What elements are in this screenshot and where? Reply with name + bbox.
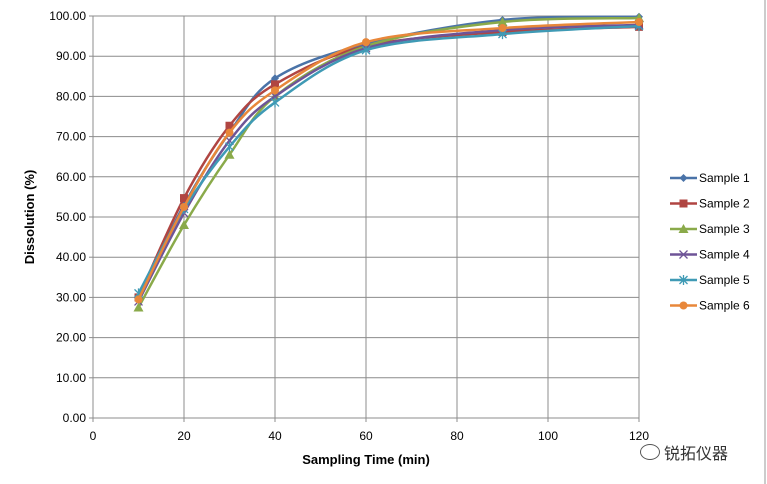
data-point: [224, 149, 235, 159]
y-tick-label: 10.00: [56, 371, 86, 385]
data-point: [225, 121, 234, 130]
y-tick-label: 30.00: [56, 290, 86, 304]
y-tick-label: 90.00: [56, 49, 86, 63]
series-line: [137, 20, 640, 300]
y-tick-label: 70.00: [56, 130, 86, 144]
watermark: 锐拓仪器: [640, 440, 728, 464]
data-point: [180, 202, 188, 211]
legend-marker: [679, 275, 688, 285]
x-tick-labels: 0 20 40 60 80 100 120: [90, 429, 650, 443]
x-tick-label: 40: [268, 429, 282, 443]
legend-label: Sample 5: [699, 273, 750, 287]
y-axis-title: Dissolution (%): [22, 170, 37, 265]
x-tick-label: 0: [90, 429, 97, 443]
legend-item: Sample 6: [670, 299, 750, 313]
y-tick-labels: 0.00 10.00 20.00 30.00 40.00 50.00 60.00 70.00 8…: [49, 9, 86, 425]
data-point: [180, 194, 188, 203]
y-tick-label: 80.00: [56, 89, 86, 103]
legend-marker: [678, 224, 689, 233]
data-point: [179, 220, 189, 230]
data-point: [497, 17, 508, 27]
x-tick-label: 20: [177, 429, 191, 443]
x-tick-label: 60: [359, 429, 373, 443]
series-lines: [133, 12, 644, 312]
data-point: [133, 302, 144, 312]
legend-marker: [679, 174, 688, 182]
legend-label: Sample 4: [699, 248, 750, 262]
legend-item: Sample 2: [670, 197, 750, 211]
legend-item: Sample 3: [670, 222, 750, 236]
legend-marker: [679, 199, 688, 208]
legend-label: Sample 3: [699, 222, 750, 236]
y-tick-label: 50.00: [56, 210, 86, 224]
x-tick-label: 120: [629, 429, 649, 443]
data-point: [271, 74, 279, 83]
y-tick-label: 100.00: [49, 9, 86, 23]
y-tick-label: 0.00: [63, 411, 87, 425]
legend: Sample 1 Sample 2 Sample 3 Sample 4 Sample 5…: [670, 171, 750, 313]
data-point: [270, 97, 280, 108]
legend-marker: [679, 301, 688, 310]
data-point: [271, 80, 279, 89]
wechat-icon: [640, 444, 660, 460]
gridlines: [89, 15, 640, 422]
legend-label: Sample 1: [699, 171, 750, 185]
x-tick-label: 80: [450, 429, 464, 443]
x-tick-label: 100: [538, 429, 558, 443]
watermark-text: 锐拓仪器: [664, 444, 729, 463]
legend-marker: [679, 250, 688, 259]
x-axis-title: Sampling Time (min): [302, 452, 430, 467]
data-point: [362, 38, 370, 47]
data-point: [271, 86, 279, 95]
data-point: [225, 141, 234, 152]
data-point: [134, 295, 143, 304]
series-line: [137, 24, 640, 294]
data-point: [498, 24, 507, 33]
series-6: [134, 18, 643, 304]
legend-label: Sample 2: [699, 197, 750, 211]
legend-item: Sample 5: [670, 273, 750, 287]
data-point: [225, 128, 234, 137]
y-tick-label: 20.00: [56, 331, 86, 345]
y-tick-label: 40.00: [56, 250, 86, 264]
series-line: [137, 23, 640, 302]
legend-label: Sample 6: [699, 299, 750, 313]
legend-item: Sample 1: [670, 171, 750, 185]
legend-item: Sample 4: [670, 248, 750, 262]
data-point: [635, 18, 643, 27]
series-4: [134, 20, 644, 306]
y-tick-label: 60.00: [56, 170, 86, 184]
data-point: [361, 45, 371, 56]
